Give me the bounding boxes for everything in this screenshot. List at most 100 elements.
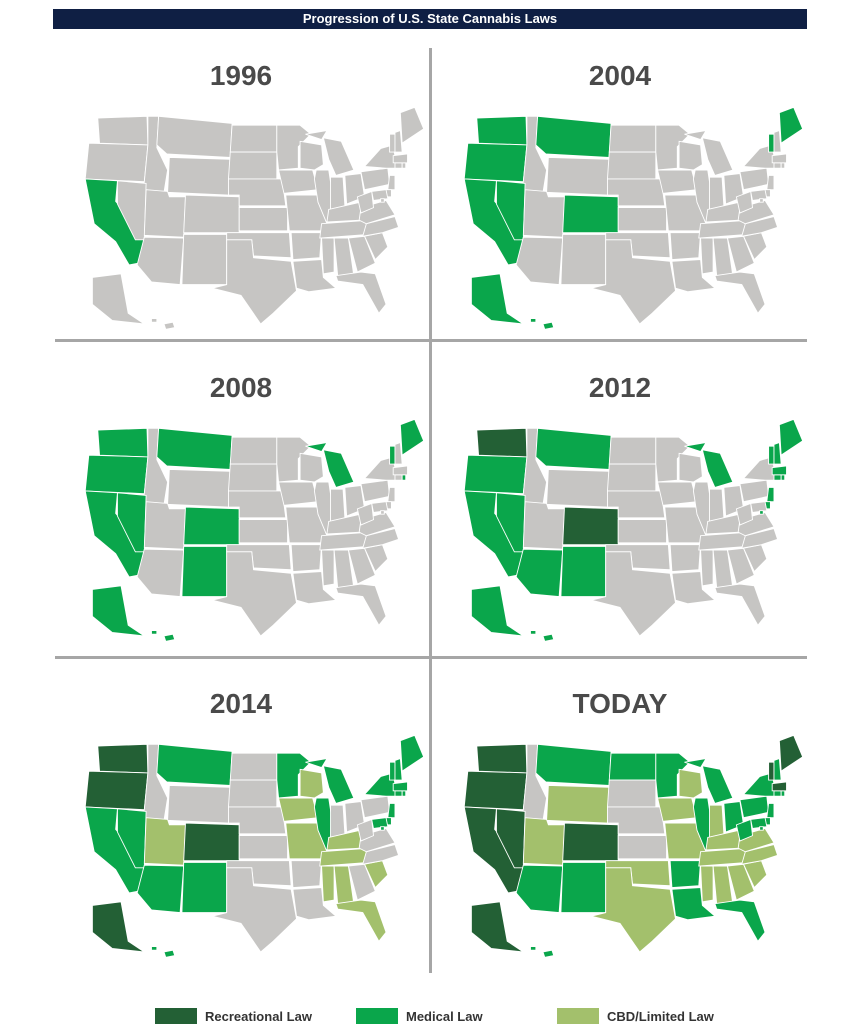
- state-co: [183, 506, 240, 546]
- state-in: [709, 804, 725, 838]
- state-mt: [535, 427, 612, 470]
- state-ri: [780, 162, 786, 169]
- state-ct: [773, 790, 782, 797]
- state-ms: [321, 237, 335, 275]
- state-in: [709, 488, 725, 522]
- state-pa: [360, 479, 391, 503]
- state-wi: [299, 768, 324, 799]
- state-fl: [335, 271, 387, 315]
- state-tx: [212, 867, 297, 953]
- us-map: [463, 106, 804, 330]
- state-ut: [522, 501, 565, 550]
- state-co: [562, 194, 619, 234]
- state-wa: [476, 743, 528, 774]
- state-sd: [606, 151, 657, 180]
- state-ks: [238, 835, 288, 860]
- legend-label: CBD/Limited Law: [607, 1008, 714, 1024]
- state-nd: [608, 436, 657, 465]
- state-ri: [401, 790, 407, 797]
- state-mn: [655, 124, 691, 171]
- state-pa: [739, 795, 770, 819]
- state-wv: [735, 190, 753, 214]
- state-me: [399, 734, 425, 772]
- state-nh: [394, 130, 403, 153]
- state-pa: [360, 795, 391, 819]
- map-panel: 2014: [53, 678, 429, 978]
- horizontal-divider: [55, 339, 807, 342]
- state-fl: [714, 271, 766, 315]
- state-ga: [726, 235, 755, 273]
- state-la: [671, 887, 716, 921]
- state-vt: [768, 445, 775, 465]
- us-map: [463, 418, 804, 642]
- state-co: [562, 506, 619, 546]
- state-mi: [684, 758, 734, 804]
- state-nv: [496, 180, 526, 241]
- state-nc: [362, 844, 400, 865]
- state-nm: [181, 862, 228, 914]
- state-md: [750, 817, 768, 829]
- state-wv: [735, 502, 753, 526]
- state-ct: [394, 162, 403, 169]
- state-me: [778, 418, 804, 456]
- state-ma: [392, 153, 408, 164]
- state-dc: [759, 510, 764, 515]
- swatch-recreational: [155, 1008, 197, 1024]
- state-wa: [97, 743, 149, 774]
- state-mi: [684, 442, 734, 488]
- state-wv: [735, 818, 753, 842]
- state-ak: [91, 273, 145, 325]
- state-sd: [227, 463, 278, 492]
- state-ri: [780, 790, 786, 797]
- state-nh: [773, 442, 782, 465]
- state-fl: [714, 583, 766, 627]
- state-me: [778, 734, 804, 772]
- state-co: [562, 822, 619, 862]
- horizontal-divider: [55, 656, 807, 659]
- state-wa: [97, 427, 149, 458]
- state-sd: [606, 463, 657, 492]
- state-ut: [143, 501, 186, 550]
- state-vt: [389, 445, 396, 465]
- state-ma: [771, 781, 787, 792]
- state-ia: [657, 797, 698, 822]
- state-hi: [530, 318, 555, 330]
- state-md: [750, 501, 768, 513]
- us-map: [84, 106, 425, 330]
- state-pa: [739, 167, 770, 191]
- state-nj: [387, 174, 396, 191]
- state-ut: [143, 817, 186, 866]
- state-mn: [655, 752, 691, 799]
- state-ut: [522, 817, 565, 866]
- state-co: [183, 822, 240, 862]
- state-wa: [97, 115, 149, 146]
- state-ma: [392, 781, 408, 792]
- map-panel: 2008: [53, 362, 429, 662]
- state-md: [371, 189, 389, 201]
- state-nv: [496, 492, 526, 553]
- state-ak: [91, 585, 145, 637]
- state-sd: [227, 779, 278, 808]
- state-ar: [669, 544, 702, 573]
- state-wy: [167, 469, 231, 508]
- state-dc: [759, 198, 764, 203]
- state-ak: [470, 901, 524, 953]
- state-ia: [657, 481, 698, 506]
- state-az: [136, 864, 185, 914]
- state-vt: [768, 133, 775, 153]
- panel-year-label: 2012: [588, 372, 652, 403]
- state-ar: [290, 860, 323, 889]
- state-nv: [117, 492, 147, 553]
- us-map: [463, 734, 804, 958]
- state-az: [136, 236, 185, 286]
- state-tx: [591, 551, 676, 637]
- state-nj: [387, 486, 396, 503]
- state-nd: [608, 124, 657, 153]
- map-panel: 2004: [432, 50, 808, 350]
- state-mi: [305, 442, 355, 488]
- state-sd: [227, 151, 278, 180]
- state-vt: [768, 761, 775, 781]
- state-wy: [546, 157, 610, 196]
- state-me: [778, 106, 804, 144]
- state-fl: [335, 583, 387, 627]
